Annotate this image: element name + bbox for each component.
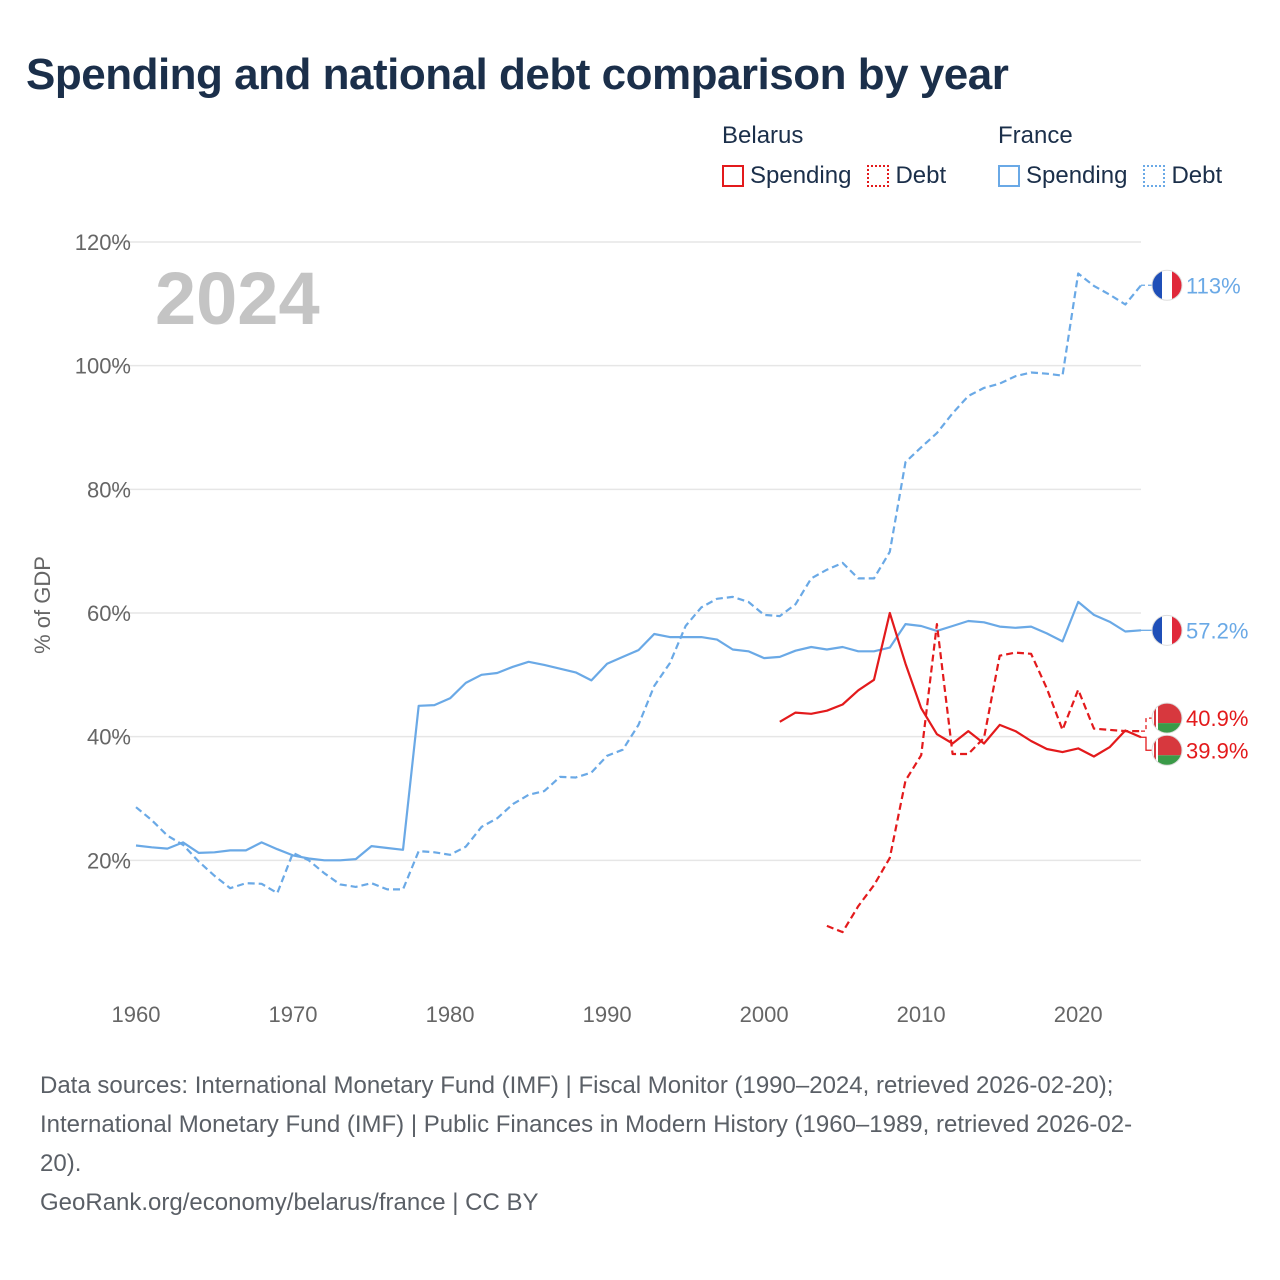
- y-tick-label: 60%: [87, 601, 131, 626]
- y-tick-label: 100%: [75, 354, 131, 379]
- attribution-link[interactable]: GeoRank.org/economy/belarus/france | CC …: [40, 1189, 539, 1216]
- legend-france: France Spending Debt: [998, 122, 1222, 190]
- belarus-flag-icon: [1151, 734, 1183, 766]
- y-tick-label: 20%: [87, 848, 131, 873]
- france-debt-end-label: 113%: [1186, 273, 1241, 298]
- belarus-flag-icon: [1151, 702, 1183, 734]
- belarus-spending-line[interactable]: [779, 611, 1142, 758]
- line-chart: 20% 40% 60% 80% 100% 120% 1960 1970 1980 1990 2000…: [30, 230, 1248, 1027]
- legend-swatch-solid: [722, 165, 744, 187]
- france-debt-line[interactable]: [135, 272, 1142, 895]
- legend-swatch-dotted: [1143, 165, 1166, 187]
- x-tick-label: 1980: [426, 1002, 475, 1027]
- data-sources: Data sources: International Monetary Fun…: [40, 1066, 1240, 1222]
- chart-title: Spending and national debt comparison by…: [26, 50, 1009, 99]
- y-tick-label: 40%: [87, 725, 131, 750]
- y-axis-title: % of GDP: [30, 556, 55, 654]
- legend-item-label: Spending: [1026, 162, 1128, 189]
- x-tick-label: 2000: [740, 1002, 789, 1027]
- legend-group-label: Belarus: [722, 122, 804, 149]
- belarus-spending-end-label: 39.9%: [1186, 738, 1248, 763]
- x-tick-label: 1970: [269, 1002, 318, 1027]
- end-connector: [1141, 736, 1152, 751]
- x-tick-label: 1960: [112, 1002, 161, 1027]
- source-line: International Monetary Fund (IMF) | Publ…: [40, 1111, 1133, 1138]
- year-watermark: 2024: [155, 257, 320, 340]
- legend-item-belarus-spending[interactable]: Spending: [722, 162, 851, 190]
- source-line: Data sources: International Monetary Fun…: [40, 1072, 1114, 1099]
- legend-belarus: Belarus Spending Debt: [722, 122, 946, 190]
- belarus-debt-end-label: 40.9%: [1186, 706, 1248, 731]
- x-tick-label: 2010: [897, 1002, 946, 1027]
- x-tick-label: 1990: [583, 1002, 632, 1027]
- y-tick-label: 120%: [75, 230, 131, 255]
- legend-item-label: Debt: [895, 162, 947, 189]
- y-tick-label: 80%: [87, 477, 131, 502]
- france-flag-icon: [1151, 269, 1183, 301]
- legend-item-label: Debt: [1171, 162, 1223, 189]
- end-connector: [1141, 717, 1152, 732]
- legend-item-france-spending[interactable]: Spending: [998, 162, 1127, 190]
- source-line: 20).: [40, 1150, 82, 1177]
- legend-item-label: Spending: [750, 162, 852, 189]
- legend-group-label: France: [998, 122, 1073, 149]
- legend-swatch-solid: [998, 165, 1020, 187]
- france-flag-icon: [1151, 614, 1183, 646]
- legend-item-belarus-debt[interactable]: Debt: [867, 162, 946, 190]
- legend-swatch-dotted: [867, 165, 890, 187]
- france-spending-line[interactable]: [135, 600, 1142, 862]
- legend-item-france-debt[interactable]: Debt: [1143, 162, 1222, 190]
- x-tick-label: 2020: [1054, 1002, 1103, 1027]
- france-spending-end-label: 57.2%: [1186, 618, 1248, 643]
- belarus-debt-line[interactable]: [826, 622, 1141, 934]
